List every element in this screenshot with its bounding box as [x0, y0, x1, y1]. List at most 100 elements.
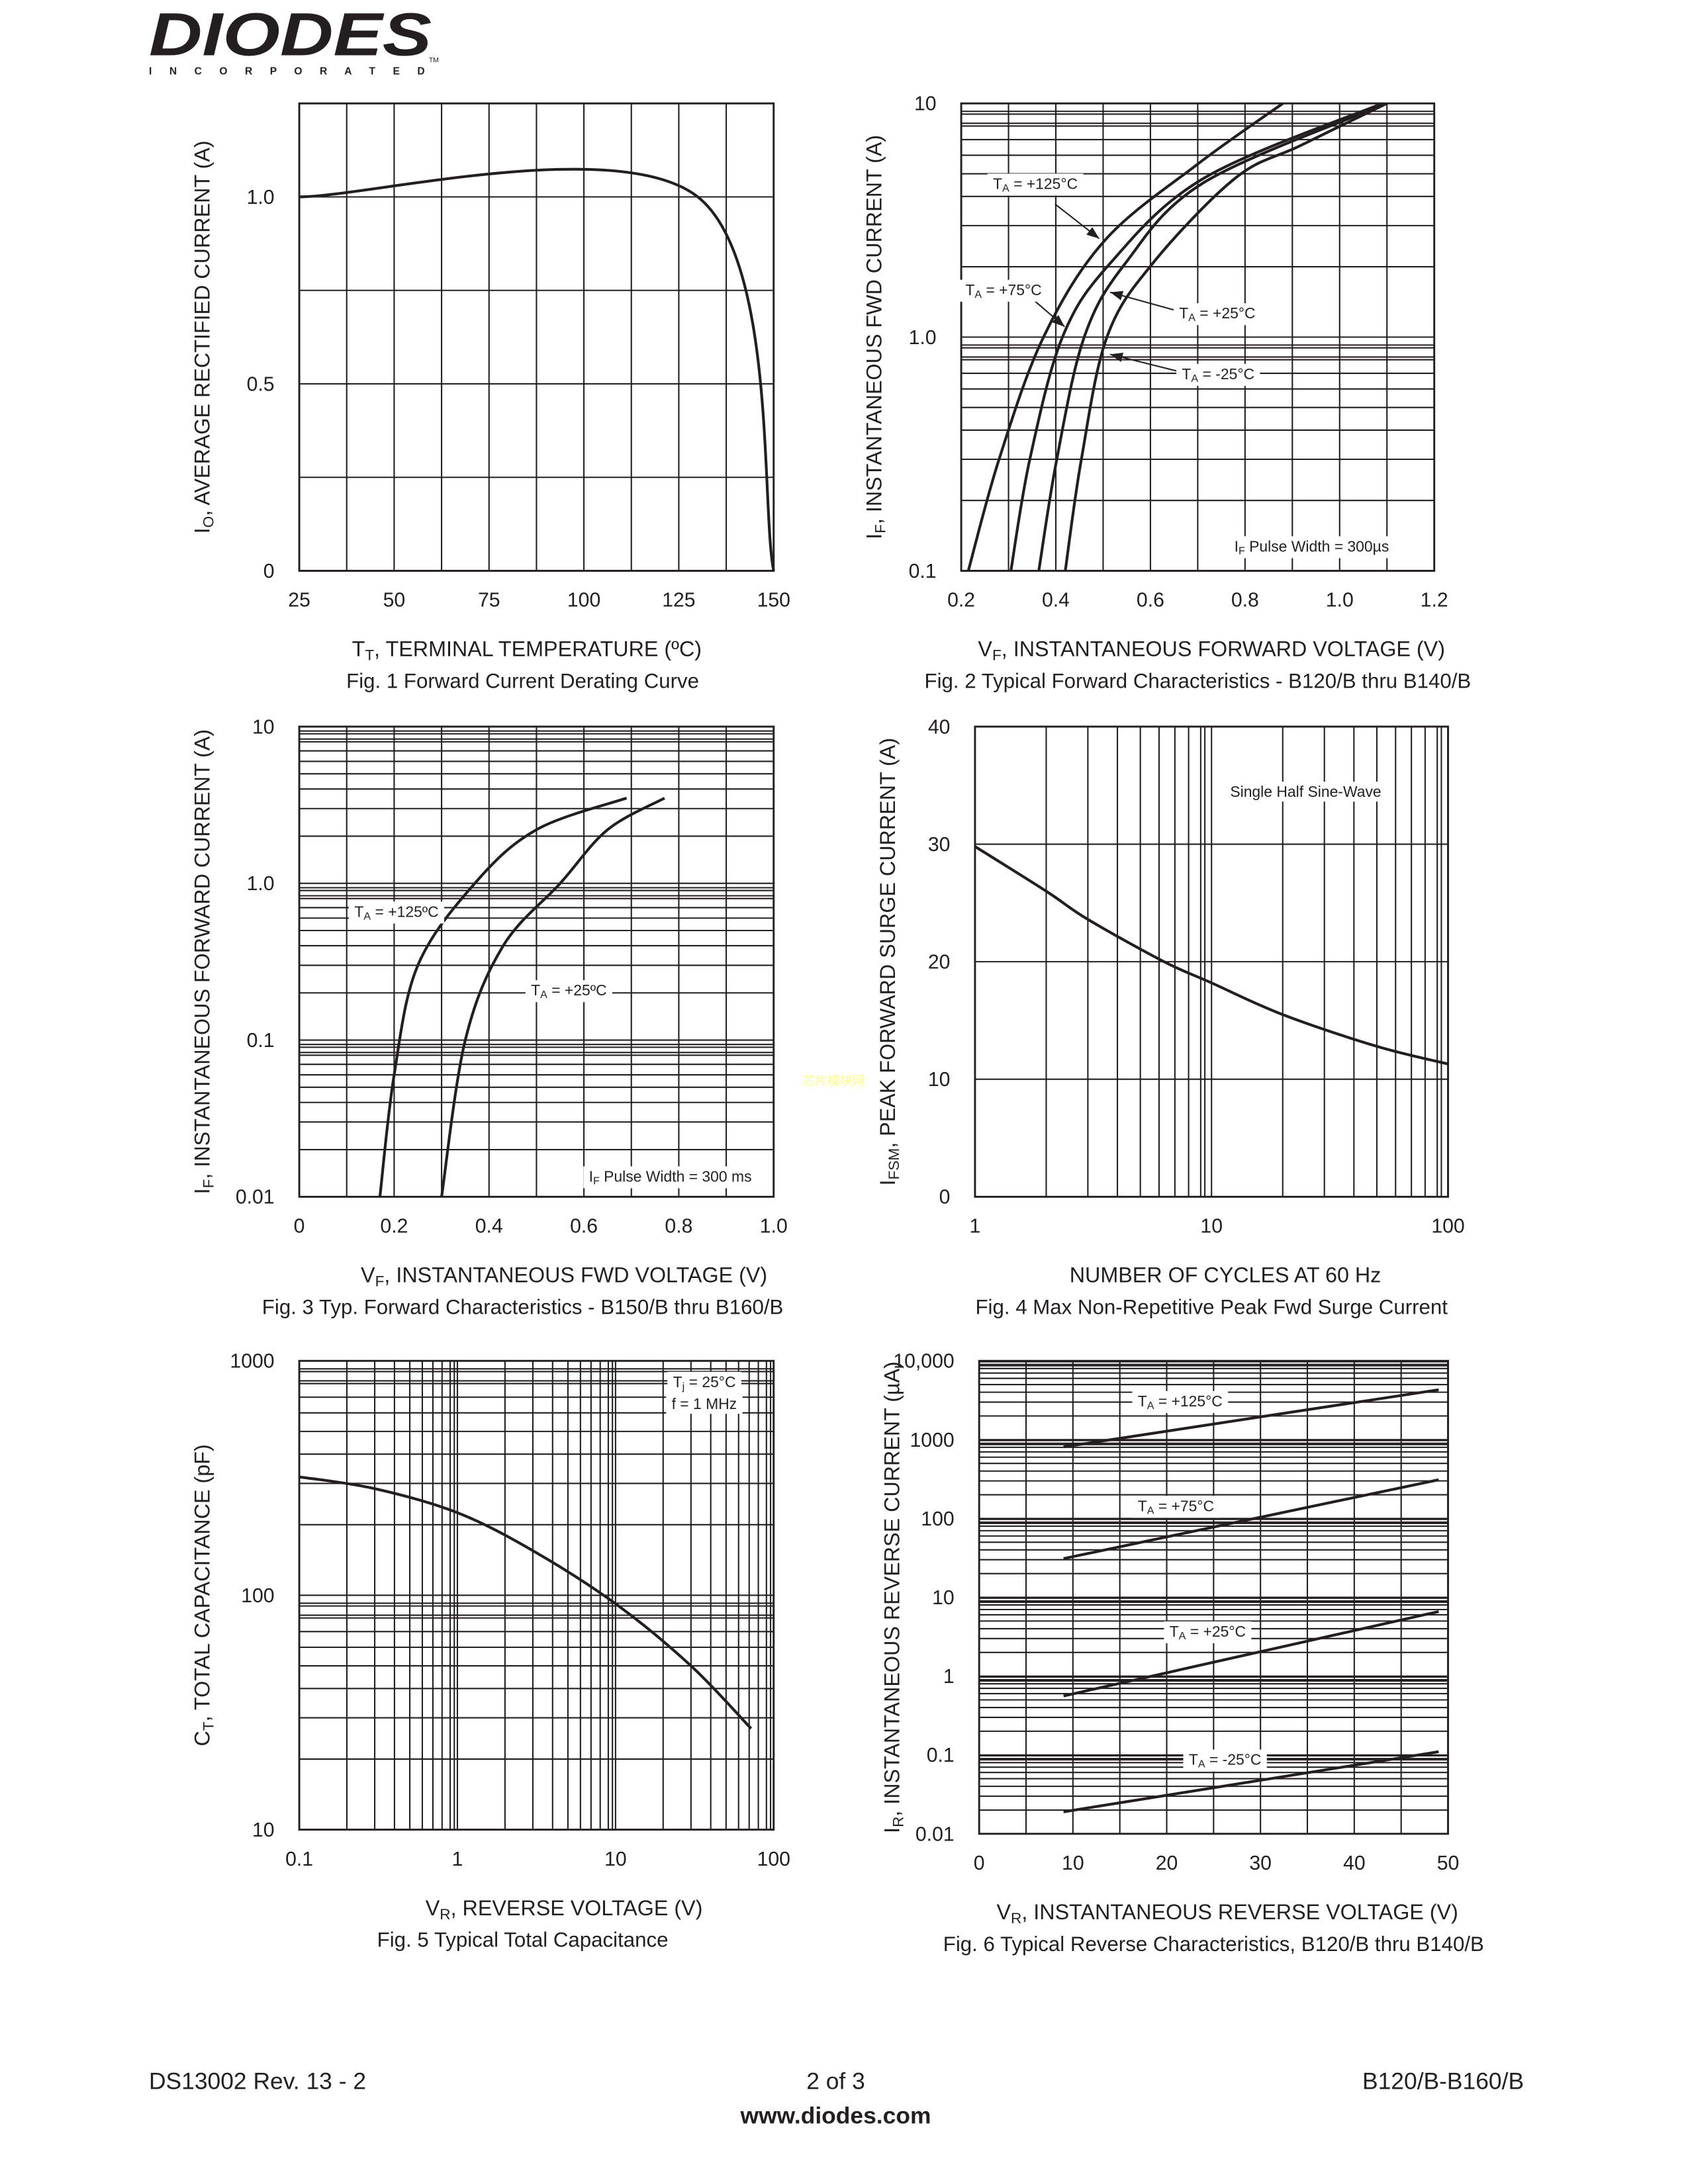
subscript: F: [375, 1273, 385, 1289]
x-tick-label: 0.6: [570, 1215, 598, 1237]
x-tick-label: 25: [288, 590, 310, 612]
x-tick-label: 125: [662, 590, 695, 612]
series-line: [974, 845, 1449, 1066]
x-axis-label: VF, INSTANTANEOUS FORWARD VOLTAGE (V): [978, 637, 1445, 664]
footer-url[interactable]: www.diodes.com: [740, 2102, 931, 2128]
x-tick-label: 0.2: [380, 1215, 408, 1237]
text-part: I: [191, 527, 214, 533]
subscript: F: [200, 1179, 216, 1189]
subscript: T: [200, 1721, 216, 1731]
text-part: = +25°C: [1196, 304, 1256, 322]
x-tick-label: 1.2: [1421, 590, 1448, 612]
text-part: , INSTANTANEOUS REVERSE VOLTAGE (V): [1021, 1900, 1458, 1924]
text-part: I: [862, 533, 886, 539]
text-part: T: [965, 281, 974, 298]
y-tick-label: 0.1: [247, 1030, 275, 1052]
annotation-background: [1225, 782, 1387, 802]
text-part: I: [880, 1827, 904, 1833]
chart-fig-5: 0.1 1 10 100 10 100 1000 VR, REVERSE VOLTAGE (V…: [191, 1351, 790, 1952]
text-part: , INSTANTANEOUS FORWARD CURRENT (A): [191, 729, 214, 1179]
subscript: O: [200, 516, 216, 528]
annotation-label: IF Pulse Width = 300µs: [1235, 537, 1389, 557]
text-part: T: [1170, 1623, 1179, 1640]
logo-text: DIODES: [149, 1, 432, 68]
annotation-background: [1183, 1749, 1267, 1772]
figure-caption: Fig. 6 Typical Reverse Characteristics, …: [943, 1933, 1484, 1956]
footer-doc-number: DS13002 Rev. 13 - 2: [149, 2068, 366, 2094]
subscript: A: [1179, 1630, 1186, 1642]
x-tick-label: 1.0: [760, 1215, 788, 1237]
x-tick-label: 100: [1431, 1215, 1464, 1237]
plot-frame: [974, 725, 1449, 1198]
y-tick-label: 40: [928, 716, 951, 738]
subscript: R: [890, 1817, 906, 1827]
y-axis-label: IR, INSTANTANEOUS REVERSE CURRENT (µA): [880, 1361, 906, 1833]
text-part: Pulse Width = 300 ms: [600, 1167, 752, 1185]
y-tick-label: 0.1: [927, 1745, 955, 1766]
subscript: j: [682, 1381, 685, 1392]
series-line: [299, 1475, 753, 1730]
plot-frame: [298, 102, 775, 572]
series-line: [1064, 102, 1388, 571]
y-axis-label: IFSM, PEAK FORWARD SURGE CURRENT (A): [876, 738, 902, 1186]
text-part: , AVERAGE RECTIFIED CURRENT (A): [191, 140, 214, 516]
x-tick-label: 0.4: [475, 1215, 503, 1237]
y-tick-label: 0.01: [236, 1187, 275, 1208]
text-part: = +125ºC: [371, 903, 439, 920]
subscript: F: [593, 1175, 600, 1187]
annotation-label: IF Pulse Width = 300 ms: [589, 1167, 752, 1187]
y-tick-label: 1.0: [909, 327, 937, 349]
text-part: V: [426, 1896, 440, 1920]
y-axis-label: IO, AVERAGE RECTIFIED CURRENT (A): [191, 140, 217, 533]
annotation-label: TA = -25°C: [1182, 365, 1254, 385]
y-tick-label: 10,000: [893, 1351, 954, 1373]
subscript: R: [440, 1905, 450, 1922]
figure-caption: Fig. 5 Typical Total Capacitance: [377, 1929, 669, 1952]
text-part: = +125°C: [1009, 175, 1078, 192]
text-part: = -25°C: [1205, 1751, 1262, 1768]
annotation-background: [1164, 1621, 1252, 1643]
plot-frame: [960, 102, 1436, 572]
y-tick-label: 10: [928, 1069, 951, 1091]
x-tick-label: 0: [974, 1852, 985, 1874]
subscript: A: [1198, 1758, 1205, 1770]
y-tick-label: 10: [932, 1587, 955, 1609]
annotation-background: [1229, 536, 1395, 559]
x-tick-label: 75: [478, 590, 500, 612]
figure-caption: Fig. 1 Forward Current Derating Curve: [346, 670, 699, 693]
text-part: = +75°C: [982, 281, 1042, 298]
series-line: [378, 796, 628, 1197]
arrow-head-icon: [1110, 352, 1124, 363]
series-line: [1009, 102, 1383, 571]
text-part: , REVERSE VOLTAGE (V): [451, 1896, 703, 1920]
series-line: [1063, 1478, 1439, 1561]
annotation-background: [349, 901, 445, 924]
x-tick-label: 0.8: [1231, 590, 1259, 612]
text-part: , PEAK FORWARD SURGE CURRENT (A): [876, 738, 900, 1148]
subscript: A: [974, 289, 982, 300]
series-line: [1037, 102, 1388, 571]
subscript: A: [1191, 373, 1198, 385]
subscript: A: [1188, 312, 1196, 324]
x-axis-label: NUMBER OF CYCLES AT 60 Hz: [1070, 1263, 1382, 1287]
subscript: A: [1002, 182, 1009, 194]
x-tick-label: 0.6: [1137, 590, 1164, 612]
subscript: FSM: [886, 1148, 902, 1180]
x-tick-label: 100: [757, 1848, 790, 1870]
annotation-label: TA = +125°C: [993, 175, 1078, 194]
gridlines: [974, 725, 1448, 1198]
text-part: V: [996, 1900, 1011, 1924]
text-part: = +125°C: [1154, 1392, 1222, 1410]
x-tick-label: 10: [604, 1848, 627, 1870]
x-tick-label: 1.0: [1326, 590, 1354, 612]
text-part: T: [673, 1373, 682, 1390]
y-tick-label: 1.0: [247, 187, 275, 208]
y-tick-label: 0.1: [909, 561, 937, 582]
x-tick-label: 50: [383, 590, 406, 612]
gridlines: [299, 726, 774, 1198]
